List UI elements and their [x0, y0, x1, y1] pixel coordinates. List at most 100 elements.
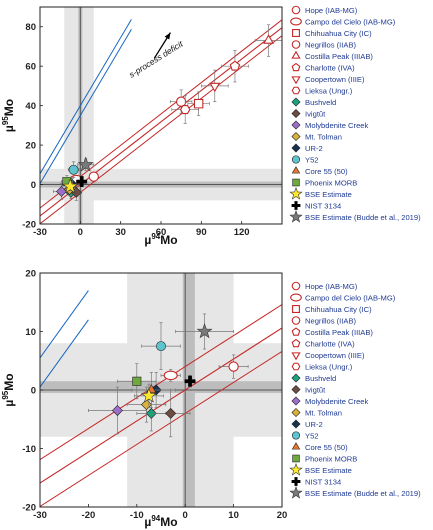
legend-label-ur-2: UR-2 — [305, 144, 323, 153]
point-nist-3134 — [76, 176, 88, 188]
y-axis-label: µ95Mo — [1, 99, 16, 132]
y-tick-label: 40 — [25, 101, 36, 112]
legend-marker-nist-3134 — [291, 477, 301, 486]
point-costilla-peak-iiiab — [263, 34, 275, 44]
legend-marker-bushveld — [291, 97, 301, 107]
legend-label-mt-tolman: Mt. Tolman — [305, 132, 342, 141]
x-axis-label-base: µ — [144, 515, 151, 529]
y-axis-label: µ95Mo — [1, 373, 16, 406]
y-tick-label: 20 — [25, 141, 36, 152]
point-charlotte-iva — [229, 60, 241, 71]
legend-marker-hope-iab-mg — [291, 281, 301, 291]
point-bse-estimate — [140, 387, 157, 403]
point-hope-iab-mg — [88, 171, 99, 182]
point-chihuahua-city-ic — [193, 98, 204, 109]
legend-label-bushveld: Bushveld — [305, 98, 336, 107]
point-hope-iab-mg — [228, 361, 239, 372]
point-y52 — [68, 164, 79, 175]
plot-area — [40, 273, 282, 507]
x-tick-label: 120 — [234, 227, 250, 238]
legend-marker-lieksa-ungr — [291, 86, 301, 95]
reference-line-4 — [40, 29, 132, 184]
y-axis-label-base: µ — [2, 125, 16, 132]
legend-marker-costilla-peak-iiiab — [291, 50, 301, 59]
y-tick-label: -10 — [22, 444, 36, 455]
legend: Hope (IAB-MG) Campo del Cielo (IAB-MG) Chi… — [289, 281, 421, 499]
point-coopertown-iiie — [209, 82, 221, 93]
reference-line-2 — [40, 350, 282, 507]
legend-label-core-55-50: Core 55 (50) — [305, 443, 348, 452]
legend-label-molybdenite-creek: Molybdenite Creek — [305, 397, 369, 406]
plot-area — [40, 7, 282, 224]
legend-marker-coopertown-iiie — [291, 76, 301, 85]
legend-marker-campo-del-cielo-iab-mg — [290, 293, 302, 302]
legend-label-ur-2: UR-2 — [305, 420, 323, 429]
y-tick-label: 10 — [25, 327, 36, 338]
legend-label-bse-estimate-budde-et-al-2019: BSE Estimate (Budde et al., 2019) — [305, 489, 421, 498]
annotation-arrow-head — [164, 32, 171, 40]
point-lieksa-ungr — [179, 105, 191, 115]
x-tick-label: 0 — [183, 510, 188, 521]
x-axis-label: µ94Mo — [144, 514, 177, 529]
legend-label-bse-estimate: BSE Estimate — [305, 466, 352, 475]
x-axis-label-base: µ — [144, 233, 151, 247]
legend-label-campo-del-cielo-iab-mg: Campo del Cielo (IAB-MG) — [305, 293, 396, 302]
legend-marker-bse-estimate-budde-et-al-2019 — [289, 486, 303, 499]
legend-marker-phoenix-morb — [292, 178, 300, 187]
legend-label-core-55-50: Core 55 (50) — [305, 167, 348, 176]
x-tick-label: -30 — [33, 227, 47, 238]
legend-marker-coopertown-iiie — [291, 352, 301, 361]
legend-marker-y52 — [291, 155, 301, 164]
annotation-label: s-process deficit — [127, 38, 185, 79]
y-tick-label: -20 — [22, 503, 36, 514]
legend-marker-ur-2 — [291, 419, 301, 429]
legend-marker-ivigt-t — [291, 384, 301, 395]
point-campo-del-cielo-iab-mg — [163, 370, 178, 381]
y-tick-label: 0 — [31, 386, 36, 397]
legend-label-chihuahua-city-ic: Chihuahua City (IC) — [305, 29, 372, 38]
x-axis-label-sup: 94 — [151, 514, 160, 523]
legend-label-molybdenite-creek: Molybdenite Creek — [305, 121, 369, 130]
point-phoenix-morb — [132, 376, 142, 386]
x-axis-label-tail: Mo — [160, 233, 177, 247]
y-axis-label-tail: Mo — [2, 99, 16, 116]
legend-label-bse-estimate-budde-et-al-2019: BSE Estimate (Budde et al., 2019) — [305, 213, 421, 222]
legend-label-negrillos-iiab: Negrillos (IIAB) — [305, 40, 357, 49]
x-tick-label: 0 — [78, 227, 83, 238]
legend-label-nist-3134: NIST 3134 — [305, 201, 341, 210]
legend-label-coopertown-iiie: Coopertown (IIIE) — [305, 75, 365, 84]
reference-line-4 — [40, 319, 89, 388]
point-y52 — [156, 341, 166, 352]
x-tick-label: -10 — [130, 510, 144, 521]
reference-line-3 — [40, 19, 132, 174]
legend-label-costilla-peak-iiiab: Costilla Peak (IIIAB) — [305, 52, 373, 61]
point-bse-estimate-budde-et-al-2019 — [77, 156, 94, 172]
legend-marker-charlotte-iva — [291, 62, 301, 72]
legend-label-y52: Y52 — [305, 431, 319, 440]
y-tick-label: 20 — [25, 269, 36, 280]
x-axis-label-tail: Mo — [160, 515, 177, 529]
legend-marker-core-55-50 — [291, 166, 301, 174]
top-chart: s-process deficit -30 0 30 60 90 120 -20 0 20 40 60… — [1, 5, 421, 247]
y-tick-label: 80 — [25, 22, 36, 33]
y-axis-label-sup: 95 — [1, 116, 10, 125]
point-bse-estimate — [62, 178, 79, 194]
legend-label-negrillos-iiab: Negrillos (IIAB) — [305, 316, 357, 325]
legend-marker-chihuahua-city-ic — [292, 29, 300, 37]
legend-label-campo-del-cielo-iab-mg: Campo del Cielo (IAB-MG) — [305, 17, 396, 26]
legend-marker-nist-3134 — [291, 201, 301, 210]
legend-label-chihuahua-city-ic: Chihuahua City (IC) — [305, 305, 372, 314]
point-molybdenite-creek — [111, 405, 123, 416]
legend-label-lieksa-ungr: Lieksa (Ungr.) — [305, 86, 353, 95]
legend-marker-lieksa-ungr — [291, 362, 301, 371]
legend-label-y52: Y52 — [305, 155, 319, 164]
legend-marker-bse-estimate-budde-et-al-2019 — [289, 210, 303, 223]
x-axis-label: µ94Mo — [144, 232, 177, 247]
legend-marker-hope-iab-mg — [291, 5, 301, 15]
point-negrillos-iiab — [175, 96, 187, 107]
legend-label-costilla-peak-iiiab: Costilla Peak (IIIAB) — [305, 328, 373, 337]
legend-label-bushveld: Bushveld — [305, 374, 336, 383]
y-axis-label-sup: 95 — [1, 390, 10, 399]
reference-line-0 — [40, 327, 282, 484]
